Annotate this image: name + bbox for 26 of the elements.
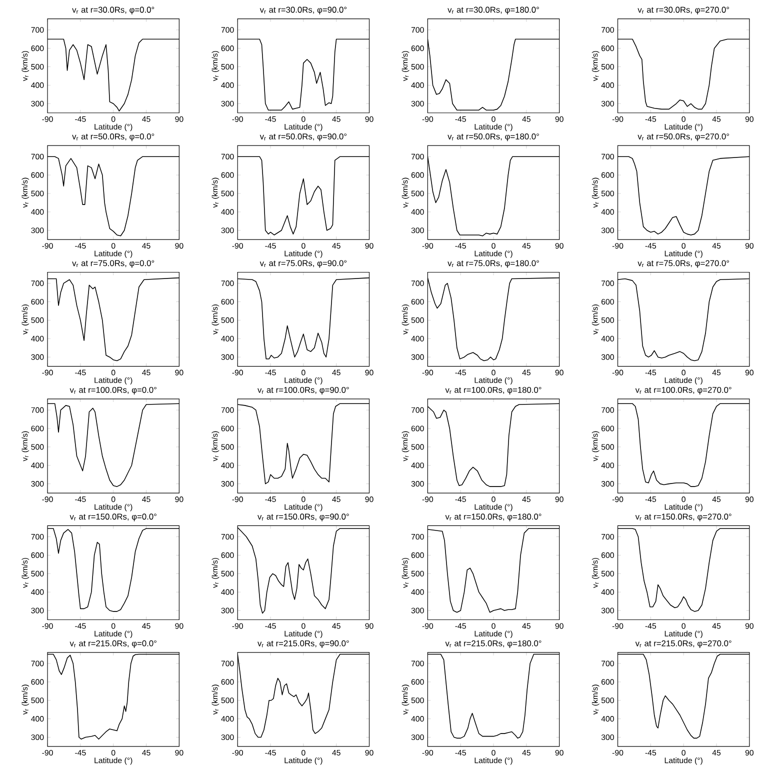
line-series [237,156,370,236]
chart-title: v$_{r}$ at r=75.0Rs, φ=180.0° [447,260,539,268]
chart-title: v$_{r}$ at r=50.0Rs, φ=180.0° [447,134,539,142]
chart-title: v$_{r}$ at r=215.0Rs, φ=0.0° [70,640,156,648]
chart-title: v$_{r}$ at r=150.0Rs, φ=180.0° [445,514,542,522]
chart-title: v$_{r}$ at r=30.0Rs, φ=90.0° [260,6,346,14]
chart-title: v$_{r}$ at r=215.0Rs, φ=270.0° [635,640,732,648]
chart-title: v$_{r}$ at r=50.0Rs, φ=0.0° [72,134,154,142]
chart-title: v$_{r}$ at r=215.0Rs, φ=90.0° [257,640,349,648]
chart-title: v$_{r}$ at r=100.0Rs, φ=270.0° [635,386,732,395]
chart-title: v$_{r}$ at r=100.0Rs, φ=180.0° [445,386,542,395]
chart-title: v$_{r}$ at r=75.0Rs, φ=0.0° [72,260,154,268]
chart-title: v$_{r}$ at r=30.0Rs, φ=0.0° [72,6,154,14]
line-series [237,403,370,484]
chart-title: v$_{r}$ at r=50.0Rs, φ=270.0° [638,134,729,142]
chart-title: v$_{r}$ at r=150.0Rs, φ=0.0° [70,514,156,522]
chart-title: v$_{r}$ at r=150.0Rs, φ=90.0° [257,514,349,522]
chart-title: v$_{r}$ at r=30.0Rs, φ=270.0° [638,6,729,14]
chart-title: v$_{r}$ at r=215.0Rs, φ=180.0° [445,640,542,648]
chart-title: v$_{r}$ at r=75.0Rs, φ=270.0° [638,260,729,268]
chart-title: v$_{r}$ at r=100.0Rs, φ=0.0° [70,386,156,395]
chart-title: v$_{r}$ at r=150.0Rs, φ=270.0° [635,514,732,522]
chart-title: v$_{r}$ at r=75.0Rs, φ=90.0° [260,260,346,268]
chart-title: v$_{r}$ at r=50.0Rs, φ=90.0° [260,134,346,142]
chart-title: v$_{r}$ at r=100.0Rs, φ=90.0° [257,386,349,395]
chart-title: v$_{r}$ at r=30.0Rs, φ=180.0° [447,6,539,14]
